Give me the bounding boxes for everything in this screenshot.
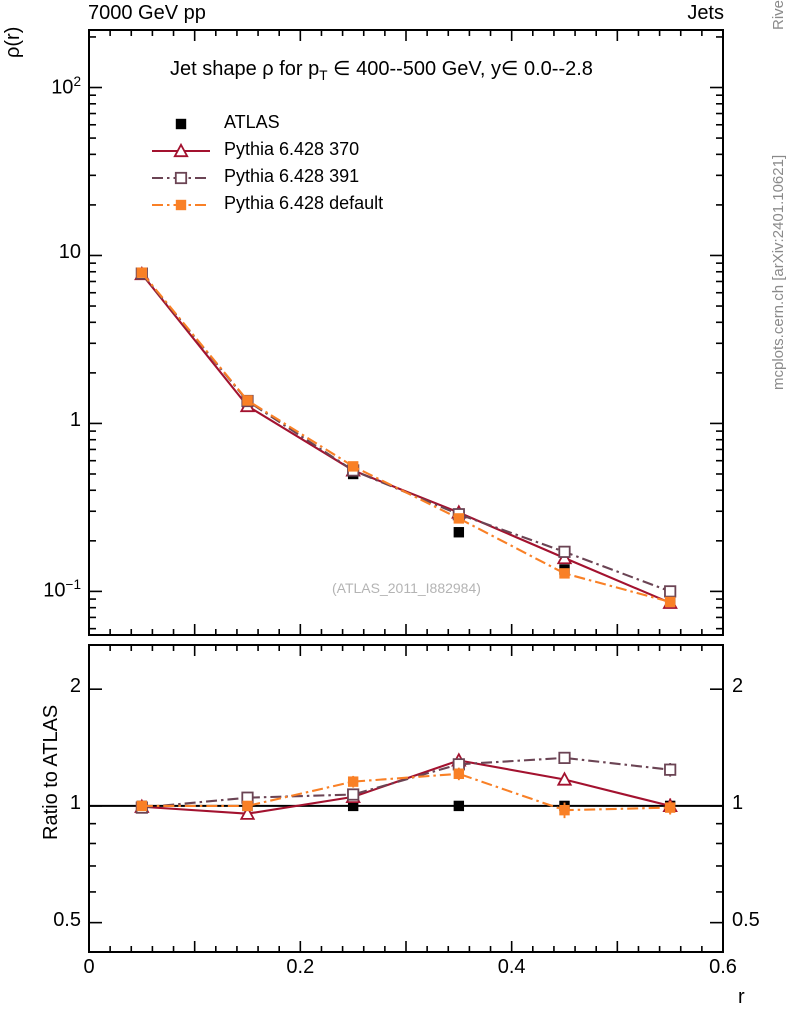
- y-tick-label-main: 10−1: [43, 577, 81, 603]
- data-point-marker: [347, 776, 359, 787]
- plot-title: Jet shape ρ for pT ∈ 400--500 GeV, y∈ 0.…: [170, 58, 593, 83]
- header-right: Jets: [687, 2, 724, 24]
- data-point-marker: [173, 142, 189, 158]
- series-3: [136, 767, 676, 819]
- series-line: [141, 271, 671, 603]
- series-line: [141, 772, 671, 812]
- data-point-marker: [558, 751, 571, 764]
- x-axis-label: r: [738, 986, 745, 1008]
- y-axis-label-ratio: Ratio to ATLAS: [40, 704, 62, 840]
- legend-swatch: [152, 171, 210, 185]
- data-point-marker: [453, 800, 465, 812]
- series-3: [136, 267, 676, 608]
- data-point-marker: [242, 395, 253, 406]
- data-point-marker: [558, 545, 571, 558]
- data-point-marker: [136, 267, 148, 278]
- side-note-rivet: Rivet 4.1.0, ≥ 100k events: [770, 0, 786, 30]
- y-tick-label-ratio-right: 1: [732, 791, 744, 814]
- y-tick-label-main: 10: [58, 241, 81, 264]
- data-point-marker: [347, 461, 359, 472]
- data-point-marker: [556, 771, 573, 786]
- legend-swatch: [152, 142, 210, 158]
- data-point-marker: [175, 199, 187, 211]
- data-point-marker: [664, 596, 676, 608]
- data-point-marker: [175, 118, 187, 130]
- side-note-mcplots: mcplots.cern.ch [arXiv:2401.10621]: [770, 154, 786, 390]
- series-line: [141, 756, 671, 809]
- series-0: [136, 268, 676, 608]
- data-point-marker: [664, 585, 677, 598]
- legend-swatch: [175, 118, 187, 130]
- series-2: [135, 267, 677, 598]
- data-point-marker: [174, 171, 188, 185]
- y-tick-label-main: 1: [69, 409, 81, 432]
- y-axis-label-main: ρ(r): [2, 26, 24, 58]
- series-1: [134, 752, 678, 820]
- x-tick-label: 0: [83, 956, 95, 978]
- header-left: 7000 GeV pp: [88, 2, 206, 24]
- data-point-marker: [347, 788, 360, 801]
- series-1: [134, 265, 678, 609]
- data-point-marker: [453, 527, 465, 538]
- data-point-marker: [242, 800, 253, 812]
- series-2: [135, 751, 677, 814]
- data-point-marker: [347, 800, 359, 812]
- y-tick-label-ratio-right: 2: [732, 675, 744, 698]
- data-point-marker: [239, 805, 256, 820]
- legend-label: Pythia 6.428 391: [224, 166, 360, 186]
- series-line: [141, 273, 671, 604]
- data-point-marker: [664, 763, 677, 776]
- dataset-watermark: (ATLAS_2011_I882984): [332, 580, 481, 596]
- x-tick-label: 0.6: [709, 956, 737, 978]
- data-point-marker: [453, 513, 465, 524]
- x-tick-label: 0.2: [286, 956, 315, 978]
- legend-label: Pythia 6.428 default: [224, 193, 384, 213]
- y-tick-label-ratio-right: 0.5: [732, 908, 760, 931]
- data-point-marker: [559, 804, 570, 816]
- series-line: [141, 272, 671, 593]
- y-tick-label-ratio-left: 1: [69, 791, 81, 814]
- legend-swatch: [152, 199, 210, 211]
- y-tick-label-ratio-left: 2: [69, 675, 81, 698]
- data-point-marker: [559, 568, 570, 579]
- y-tick-label-main: 102: [51, 73, 81, 99]
- data-point-marker: [136, 800, 148, 812]
- legend-label: Pythia 6.428 370: [224, 139, 360, 159]
- y-tick-label-ratio-left: 0.5: [53, 908, 81, 931]
- x-tick-label: 0.4: [497, 956, 526, 978]
- ratio-panel-frame: [88, 644, 724, 953]
- data-point-marker: [664, 802, 676, 813]
- legend-label: ATLAS: [224, 112, 280, 132]
- data-point-marker: [453, 768, 465, 780]
